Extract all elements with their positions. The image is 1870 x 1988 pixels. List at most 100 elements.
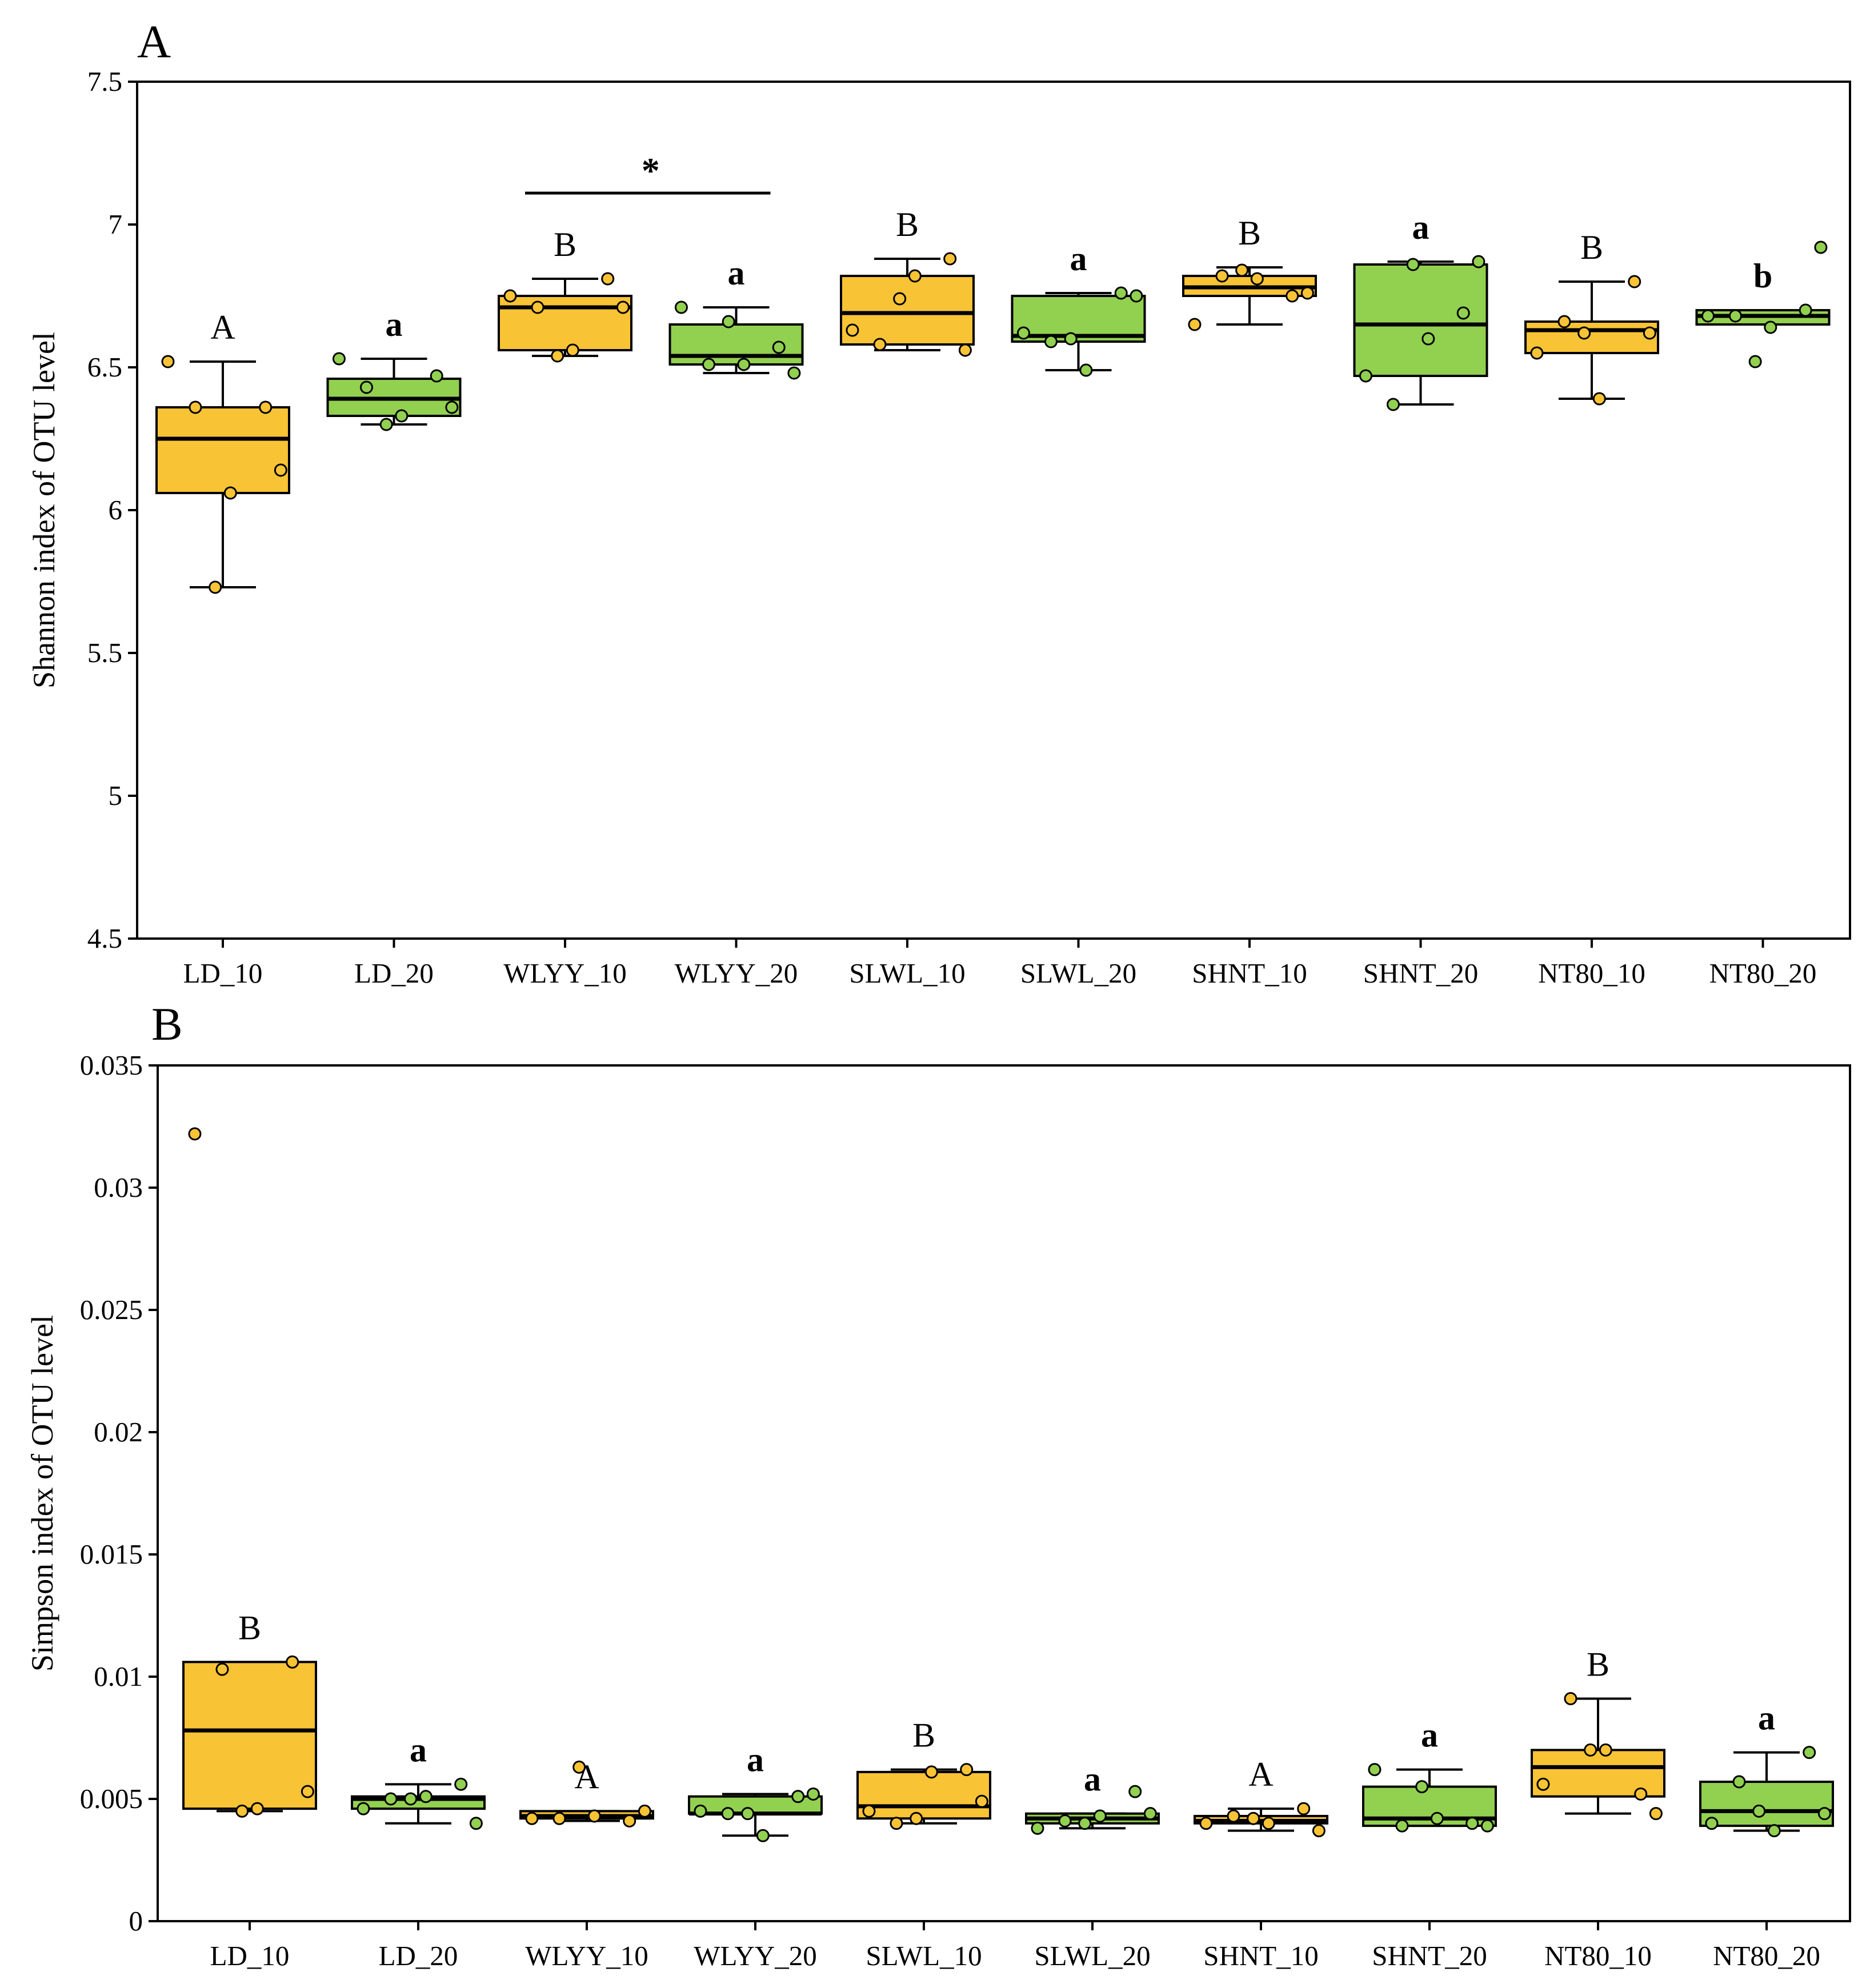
data-point — [910, 1811, 923, 1825]
panel-b-simpson: B Simpson index of OTU level 00.0050.010… — [25, 998, 1851, 1971]
data-point — [862, 1804, 876, 1818]
data-point — [332, 352, 346, 366]
x-tick-label: LD_20 — [379, 1940, 458, 1971]
data-point — [1386, 398, 1400, 411]
data-point — [1031, 1821, 1044, 1835]
data-point — [1456, 306, 1470, 320]
data-point — [1817, 1807, 1831, 1821]
data-point — [1312, 1824, 1326, 1838]
data-point — [960, 1763, 974, 1777]
data-point — [787, 366, 801, 380]
data-point — [1584, 1743, 1597, 1757]
data-point — [1143, 1807, 1157, 1821]
data-point — [1814, 241, 1828, 254]
data-point — [943, 252, 957, 266]
significance-letter: a — [1070, 240, 1087, 278]
data-point — [395, 409, 409, 423]
significance-letter: a — [386, 306, 403, 343]
data-point — [772, 340, 786, 354]
y-tick-label: 6.5 — [87, 351, 122, 383]
data-point — [1016, 326, 1030, 340]
data-point — [1599, 1743, 1612, 1757]
data-point — [623, 1814, 636, 1828]
significance-letter: B — [1238, 214, 1261, 252]
x-tick-label: SHNT_20 — [1363, 957, 1478, 989]
data-point — [791, 1790, 805, 1803]
iqr-box — [1524, 320, 1659, 354]
panel-a-shannon: A Shannon index of OTU level 4.5 5 5.5 6 6.5… — [27, 15, 1851, 989]
iqr-box — [498, 295, 632, 351]
data-point — [1748, 355, 1762, 368]
significance-letter: B — [1580, 229, 1603, 266]
data-point — [1250, 272, 1264, 286]
data-point — [379, 418, 393, 431]
data-point — [419, 1790, 433, 1803]
box-slwl-20: a — [1025, 1761, 1160, 1835]
data-point — [384, 1792, 398, 1806]
significance-letter: B — [912, 1717, 935, 1754]
data-point — [737, 358, 751, 371]
data-point — [1227, 1809, 1240, 1823]
box-shnt-10: B — [1182, 214, 1317, 331]
data-point — [601, 272, 615, 286]
x-tick-label: SLWL_20 — [1020, 957, 1136, 989]
significance-letter: B — [238, 1609, 261, 1646]
box-shnt-20: a — [1353, 209, 1488, 411]
y-tick-label: 4.5 — [87, 923, 122, 954]
data-point — [806, 1787, 820, 1801]
data-point — [616, 300, 630, 314]
data-point — [893, 292, 907, 306]
data-point — [189, 400, 202, 414]
data-point — [1078, 1817, 1092, 1830]
data-point — [1536, 1777, 1550, 1791]
significance-letter: A — [1248, 1755, 1273, 1793]
data-point — [1188, 318, 1202, 331]
x-tick-label: WLYY_10 — [525, 1940, 648, 1971]
data-point — [846, 323, 859, 337]
data-point — [430, 369, 443, 383]
significance-letter: B — [896, 206, 919, 243]
data-point — [454, 1777, 468, 1791]
panel-b-x-axis: LD_10 LD_20 WLYY_10 WLYY_20 SLWL_10 SLWL_20 SH… — [210, 1921, 1820, 1971]
data-point — [674, 300, 688, 314]
y-tick-label: 0.015 — [80, 1538, 143, 1570]
data-point — [566, 343, 579, 357]
data-point — [357, 1802, 370, 1815]
data-point — [890, 1817, 903, 1830]
y-tick-label: 5.5 — [87, 637, 122, 668]
data-point — [1799, 303, 1812, 317]
significance-star: * — [642, 150, 660, 191]
data-point — [215, 1662, 229, 1676]
data-point — [587, 1809, 601, 1823]
data-point — [1395, 1819, 1409, 1833]
data-point — [1564, 1692, 1577, 1706]
data-point — [1262, 1817, 1275, 1830]
data-point — [552, 1811, 566, 1825]
significance-letter: a — [747, 1741, 764, 1778]
data-point — [404, 1792, 418, 1806]
x-tick-label: NT80_10 — [1544, 1940, 1652, 1971]
box-shnt-10: A — [1194, 1755, 1328, 1838]
data-point — [1359, 369, 1372, 383]
box-ld-20: a — [326, 306, 462, 431]
panel-b-plot-frame — [157, 1064, 1851, 1922]
box-nt80-20: b — [1695, 241, 1831, 368]
data-point — [1093, 1809, 1107, 1823]
data-point — [1701, 309, 1715, 323]
box-wlyy-20: a — [688, 1741, 823, 1842]
data-point — [1079, 363, 1093, 377]
data-point — [1235, 263, 1249, 277]
iqr-box — [1353, 263, 1488, 377]
data-point — [1803, 1746, 1816, 1759]
data-point — [359, 380, 373, 394]
data-point — [1297, 1802, 1311, 1815]
iqr-box — [182, 1661, 317, 1810]
significance-letter: a — [1421, 1717, 1438, 1754]
box-wlyy-10: B — [498, 226, 632, 363]
data-point — [1557, 315, 1571, 328]
data-point — [1406, 258, 1420, 271]
data-point — [694, 1804, 707, 1818]
data-point — [1128, 1785, 1142, 1798]
data-point — [209, 580, 222, 594]
significance-letter: A — [210, 308, 235, 346]
